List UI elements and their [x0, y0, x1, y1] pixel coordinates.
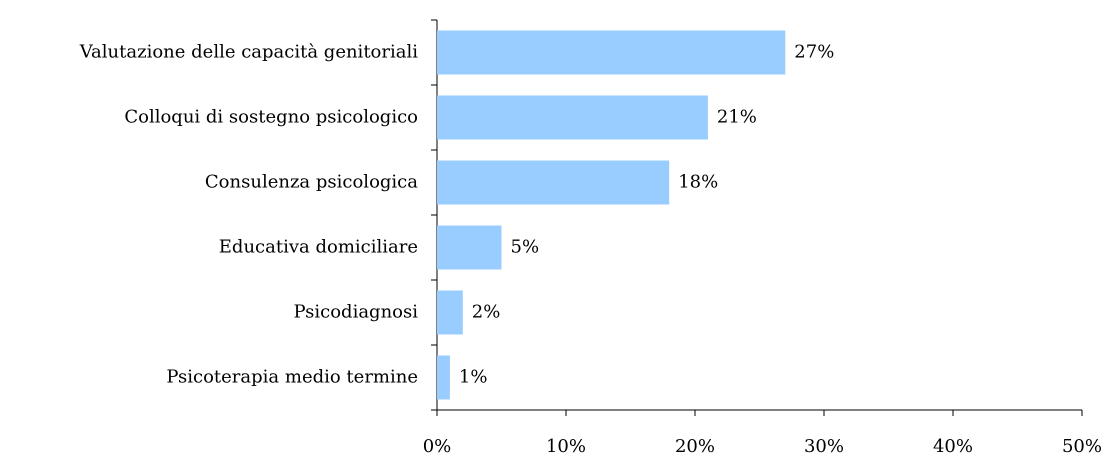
- x-tick-label: 30%: [804, 436, 844, 457]
- y-tick-label: Educativa domiciliare: [219, 237, 418, 258]
- y-tick-label: Valutazione delle capacità genitoriali: [79, 42, 419, 63]
- bar: [437, 160, 670, 205]
- y-tick-label: Psicoterapia medio termine: [166, 367, 418, 388]
- data-label: 18%: [678, 172, 718, 193]
- y-tick-label: Consulenza psicologica: [205, 172, 418, 193]
- x-tick-label: 40%: [933, 436, 973, 457]
- data-label: 1%: [459, 367, 488, 388]
- bar: [437, 225, 502, 270]
- bar: [437, 355, 450, 400]
- y-tick-label: Colloqui di sostegno psicologico: [124, 107, 418, 128]
- data-label: 5%: [511, 237, 540, 258]
- bar: [437, 30, 786, 75]
- x-tick-label: 20%: [675, 436, 715, 457]
- bar: [437, 290, 463, 335]
- data-label: 2%: [472, 302, 501, 323]
- y-tick-label: Psicodiagnosi: [294, 302, 419, 323]
- x-tick-label: 0%: [423, 436, 452, 457]
- bar: [437, 95, 708, 140]
- x-tick-label: 10%: [546, 436, 586, 457]
- x-tick-label: 50%: [1062, 436, 1102, 457]
- data-label: 27%: [794, 42, 834, 63]
- data-label: 21%: [717, 107, 757, 128]
